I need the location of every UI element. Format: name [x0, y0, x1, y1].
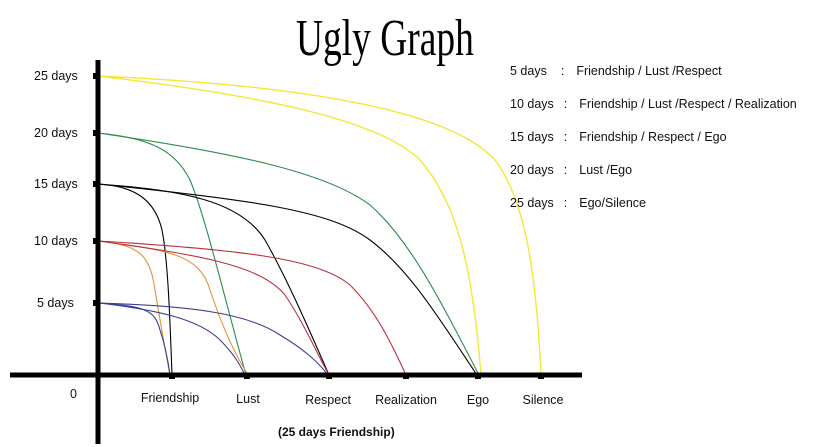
y-tick-label-15: 15 days	[34, 177, 78, 191]
legend-row-10-days: 10 days: Friendship / Lust /Respect / Rea…	[510, 97, 797, 111]
legend-days: 20 days	[510, 163, 554, 177]
curve-15-friendship	[97, 183, 173, 376]
legend-days: 15 days	[510, 130, 554, 144]
legend-items: Friendship / Lust /Respect / Realization	[579, 97, 797, 111]
y-tick-marks	[93, 73, 99, 306]
chart-title: Ugly Graph	[296, 10, 474, 67]
legend-days: 25 days	[510, 196, 554, 210]
x-tick-label-lust: Lust	[236, 392, 260, 406]
curve-10-respect	[97, 240, 330, 376]
x-tick-label-friendship: Friendship	[140, 391, 200, 405]
curve-25-ego	[97, 75, 482, 376]
curve-20-ego	[97, 132, 480, 376]
legend-items: Friendship / Lust /Respect	[576, 64, 722, 78]
curve-10-realization	[97, 240, 407, 376]
curve-5-friendship	[97, 302, 171, 376]
curves	[97, 75, 542, 376]
legend-days: 5 days	[510, 64, 547, 78]
x-tick-label-silence: Silence	[522, 393, 564, 407]
origin-label: 0	[70, 387, 77, 401]
legend-items: Ego/Silence	[579, 196, 646, 210]
curve-20-lust	[97, 132, 247, 376]
legend-row-15-days: 15 days: Friendship / Respect / Ego	[510, 130, 727, 144]
x-axis-caption: (25 days Friendship)	[278, 425, 395, 439]
legend-items: Lust /Ego	[579, 163, 633, 177]
legend-row-5-days: 5 days: Friendship / Lust /Respect	[510, 64, 722, 78]
legend-separator: :	[563, 196, 568, 210]
curve-25-silence	[97, 75, 542, 376]
curve-5-lust	[97, 302, 246, 376]
x-tick-label-respect: Respect	[305, 393, 351, 407]
curve-5-respect	[97, 302, 329, 376]
legend-separator: :	[563, 130, 568, 144]
x-tick-label-realization: Realization	[375, 393, 437, 407]
legend-separator: :	[563, 163, 568, 177]
legend-separator: :	[560, 64, 565, 78]
legend-items: Friendship / Respect / Ego	[579, 130, 727, 144]
legend-row-20-days: 20 days: Lust /Ego	[510, 163, 632, 177]
y-tick-label-25: 25 days	[34, 69, 78, 83]
curve-15-respect	[97, 183, 330, 376]
x-tick-marks	[169, 375, 544, 379]
y-tick-label-10: 10 days	[34, 234, 78, 248]
y-tick-label-20: 20 days	[34, 126, 78, 140]
legend-separator: :	[563, 97, 568, 111]
legend-row-25-days: 25 days: Ego/Silence	[510, 196, 646, 210]
legend-days: 10 days	[510, 97, 554, 111]
x-tick-label-ego: Ego	[466, 393, 490, 407]
curve-15-ego	[97, 183, 478, 376]
y-tick-label-5: 5 days	[37, 296, 74, 310]
curve-10-lust	[97, 240, 249, 376]
